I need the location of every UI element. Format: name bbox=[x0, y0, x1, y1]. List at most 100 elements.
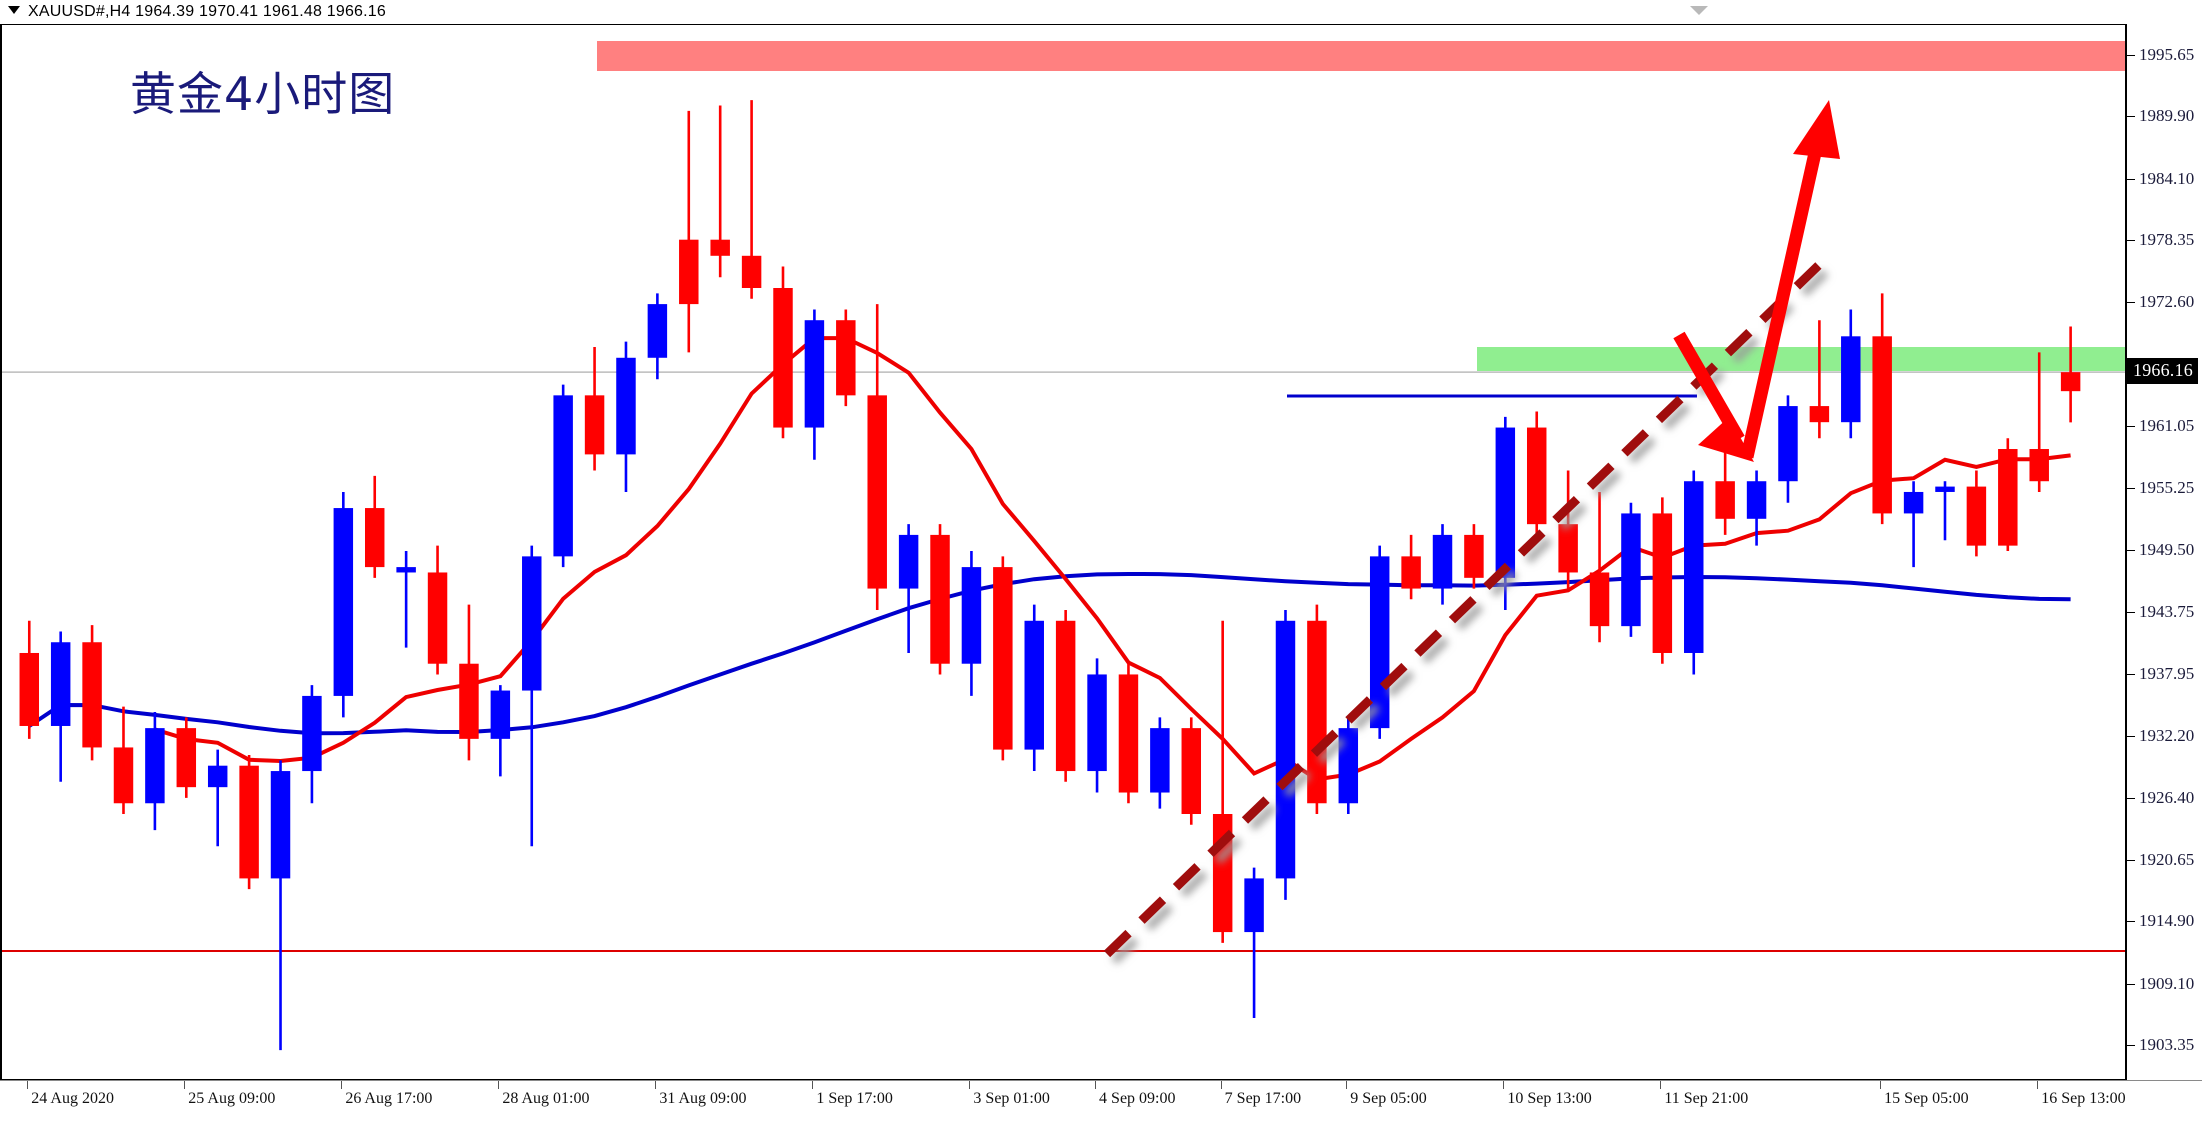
candle-body bbox=[145, 728, 165, 804]
price-tick bbox=[2127, 488, 2135, 490]
candle-body bbox=[1181, 728, 1202, 814]
candle-body bbox=[1338, 728, 1359, 804]
candle-body bbox=[1589, 572, 1610, 627]
chevron-down-icon[interactable] bbox=[1690, 6, 1708, 15]
price-tick-label: 1995.65 bbox=[2139, 44, 2195, 64]
price-tick bbox=[2127, 611, 2135, 613]
candle-body bbox=[710, 239, 730, 256]
candle-body bbox=[1118, 674, 1139, 793]
price-tick-label: 1989.90 bbox=[2139, 106, 2195, 126]
price-tick bbox=[2127, 178, 2135, 180]
ma-slow-line bbox=[28, 571, 2071, 736]
price-tick-label: 1972.60 bbox=[2139, 292, 2195, 312]
chart-canvas bbox=[2, 25, 2125, 1079]
forecast-up-arrowhead bbox=[1793, 100, 1840, 159]
candle-body bbox=[270, 771, 291, 879]
candle-body bbox=[836, 320, 856, 396]
time-tick bbox=[1095, 1081, 1097, 1089]
time-tick bbox=[1503, 1081, 1505, 1089]
candle-body bbox=[1275, 620, 1296, 879]
candle-body bbox=[1652, 513, 1673, 653]
candle-body bbox=[1150, 728, 1170, 793]
time-tick-label: 26 Aug 17:00 bbox=[345, 1090, 433, 1107]
price-tick bbox=[2127, 426, 2135, 427]
support-zone bbox=[1477, 347, 2125, 371]
candle-body bbox=[553, 395, 573, 557]
resistance-zone bbox=[597, 41, 2125, 71]
time-tick bbox=[1880, 1081, 1882, 1089]
time-tick-label: 10 Sep 13:00 bbox=[1507, 1090, 1592, 1107]
candle-body bbox=[1495, 427, 1516, 578]
chart-title-annotation: 黄金4小时图 bbox=[130, 67, 396, 121]
last-price-badge: 1966.16 bbox=[2127, 358, 2198, 385]
candle-body bbox=[961, 567, 982, 664]
time-tick-label: 7 Sep 17:00 bbox=[1224, 1090, 1302, 1107]
candle-body bbox=[1432, 534, 1453, 589]
time-tick bbox=[812, 1081, 814, 1089]
candle-body bbox=[333, 508, 354, 696]
candle-body bbox=[1746, 481, 1767, 519]
time-tick-label: 31 Aug 09:00 bbox=[659, 1090, 747, 1107]
time-tick-label: 25 Aug 09:00 bbox=[188, 1090, 276, 1107]
triangle-down-icon[interactable] bbox=[8, 6, 20, 14]
candle-body bbox=[1841, 336, 1861, 423]
chart-svg bbox=[2, 41, 2125, 1051]
time-tick bbox=[184, 1081, 186, 1089]
candle-body bbox=[647, 304, 668, 358]
candle-body bbox=[1307, 620, 1327, 804]
candle-body bbox=[1401, 556, 1421, 589]
time-tick-label: 3 Sep 01:00 bbox=[973, 1090, 1050, 1107]
price-tick-label: 1984.10 bbox=[2139, 168, 2195, 188]
chart-plot-area[interactable] bbox=[0, 24, 2127, 1080]
candle-body bbox=[19, 652, 40, 726]
symbol-status-bar: XAUUSD#,H4 1964.39 1970.41 1961.48 1966.… bbox=[0, 0, 2202, 25]
candle-body bbox=[1621, 513, 1641, 627]
candle-body bbox=[427, 572, 448, 664]
candle-body bbox=[396, 567, 416, 573]
price-tick bbox=[2127, 859, 2135, 861]
price-tick bbox=[2127, 550, 2135, 551]
candle-body bbox=[1903, 491, 1924, 514]
price-scale[interactable]: 1995.65 1989.90 1984.10 1978.35 1972.60 1966.… bbox=[2127, 24, 2202, 1080]
price-tick-label: 1937.95 bbox=[2139, 663, 2195, 683]
candle-body bbox=[1966, 486, 1987, 546]
candle-body bbox=[176, 728, 197, 788]
forecast-down-arrowhead bbox=[1698, 417, 1754, 462]
candle-body bbox=[616, 357, 636, 455]
candle-body bbox=[1244, 878, 1264, 933]
price-tick-label: 1932.20 bbox=[2139, 725, 2195, 745]
candle-body bbox=[1778, 406, 1798, 482]
time-scale[interactable]: 24 Aug 2020 25 Aug 09:00 26 Aug 17:00 28 Au… bbox=[0, 1080, 2202, 1121]
candle-body bbox=[1935, 486, 1955, 492]
price-tick-label: 1920.65 bbox=[2139, 849, 2195, 869]
price-tick-label: 1961.05 bbox=[2139, 416, 2195, 435]
candle-body bbox=[207, 765, 228, 788]
price-tick bbox=[2127, 921, 2135, 923]
price-tick-label: 1926.40 bbox=[2139, 787, 2195, 807]
candle-body bbox=[1024, 620, 1044, 750]
price-tick-label: 1949.50 bbox=[2139, 540, 2195, 559]
price-tick-label: 1914.90 bbox=[2139, 911, 2195, 931]
candle-body bbox=[741, 255, 762, 288]
candle-body bbox=[50, 642, 71, 726]
time-tick bbox=[2037, 1081, 2039, 1089]
price-tick bbox=[2127, 54, 2135, 56]
candle-body bbox=[1558, 524, 1578, 573]
time-tick bbox=[341, 1081, 343, 1089]
candle-body bbox=[113, 747, 134, 804]
candle-body bbox=[1055, 620, 1076, 772]
time-tick-label: 16 Sep 13:00 bbox=[2041, 1090, 2126, 1107]
candle-body bbox=[522, 556, 542, 691]
candle-body bbox=[1464, 534, 1484, 578]
candle-body bbox=[459, 663, 479, 739]
price-tick bbox=[2127, 1045, 2135, 1047]
candle-body bbox=[584, 395, 605, 455]
candle-body bbox=[364, 508, 385, 568]
time-tick bbox=[1660, 1081, 1662, 1089]
time-tick bbox=[1220, 1081, 1222, 1089]
candle-body bbox=[1087, 674, 1107, 772]
time-tick-label: 11 Sep 21:00 bbox=[1664, 1090, 1749, 1107]
price-tick bbox=[2127, 116, 2135, 118]
forecast-path-arrows bbox=[1673, 100, 1840, 462]
